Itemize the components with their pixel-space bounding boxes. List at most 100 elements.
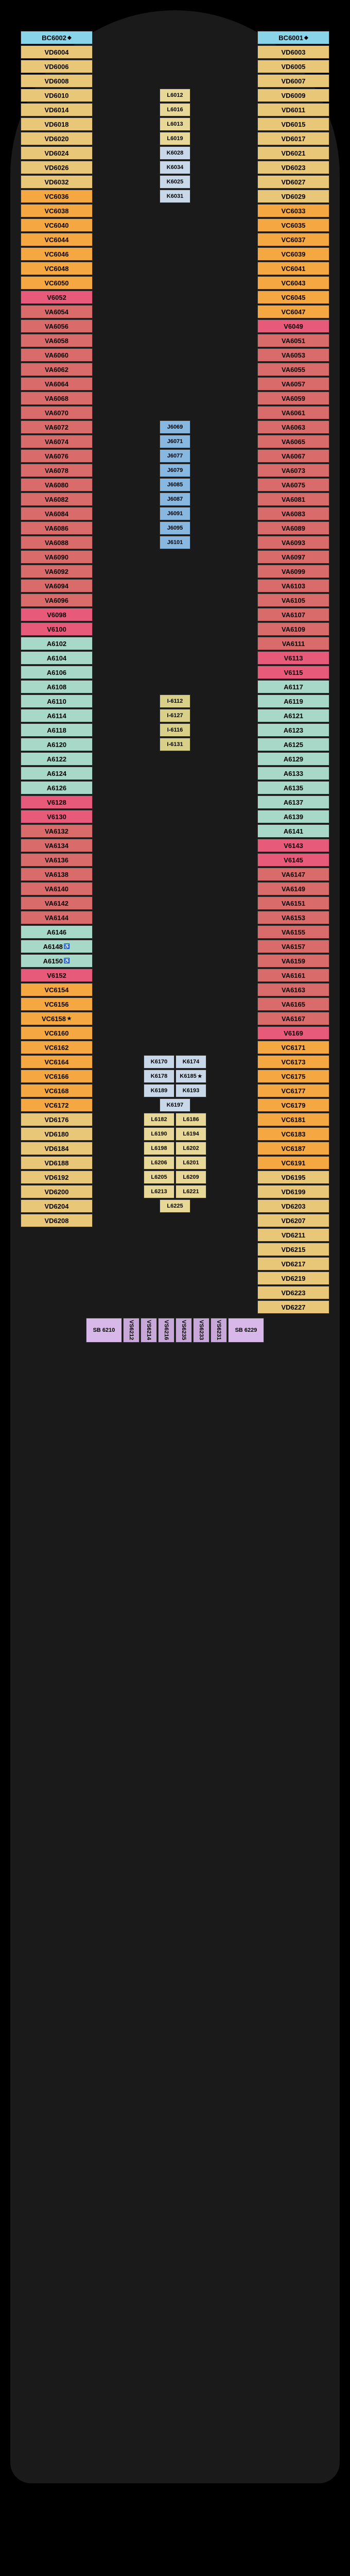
cabin-VC6171[interactable]: VC6171 (257, 1041, 329, 1054)
cabin-L6190[interactable]: L6190 (144, 1127, 174, 1141)
cabin-L6194[interactable]: L6194 (176, 1127, 206, 1141)
cabin-VC6048[interactable]: VC6048 (21, 262, 93, 275)
cabin-A6137[interactable]: A6137 (257, 795, 329, 809)
cabin-VA6161[interactable]: VA6161 (257, 969, 329, 982)
cabin-VS6214[interactable]: VS6214 (141, 1318, 157, 1343)
cabin-L6182[interactable]: L6182 (144, 1113, 174, 1126)
cabin-VD6227[interactable]: VD6227 (257, 1300, 329, 1314)
cabin-VA6057[interactable]: VA6057 (257, 377, 329, 391)
cabin-VD6003[interactable]: VD6003 (257, 45, 329, 59)
cabin-VD6007[interactable]: VD6007 (257, 74, 329, 88)
cabin-VA6061[interactable]: VA6061 (257, 406, 329, 419)
cabin-VC6160[interactable]: VC6160 (21, 1026, 93, 1040)
cabin-L6205[interactable]: L6205 (144, 1171, 174, 1184)
cabin-VD6015[interactable]: VD6015 (257, 117, 329, 131)
cabin-K6028[interactable]: K6028 (160, 146, 190, 160)
cabin-A6124[interactable]: A6124 (21, 767, 93, 780)
cabin-VA6093[interactable]: VA6093 (257, 536, 329, 549)
cabin-K6025[interactable]: K6025 (160, 175, 190, 189)
cabin-J6085[interactable]: J6085 (160, 478, 190, 492)
cabin-VA6068[interactable]: VA6068 (21, 392, 93, 405)
cabin-VC6045[interactable]: VC6045 (257, 291, 329, 304)
cabin-L6209[interactable]: L6209 (176, 1171, 206, 1184)
cabin-K6174[interactable]: K6174 (176, 1055, 206, 1069)
cabin-K6031[interactable]: K6031 (160, 190, 190, 203)
cabin-A6148[interactable]: A6148♿ (21, 940, 93, 953)
cabin-J6071[interactable]: J6071 (160, 435, 190, 448)
cabin-A6129[interactable]: A6129 (257, 752, 329, 766)
cabin-A6122[interactable]: A6122 (21, 752, 93, 766)
cabin-VC6168[interactable]: VC6168 (21, 1084, 93, 1097)
cabin-VC6039[interactable]: VC6039 (257, 247, 329, 261)
cabin-A6102[interactable]: A6102 (21, 637, 93, 650)
cabin-VS6216[interactable]: VS6216 (158, 1318, 174, 1343)
cabin-A6139[interactable]: A6139 (257, 810, 329, 823)
cabin-V6052[interactable]: V6052 (21, 291, 93, 304)
cabin-L6016[interactable]: L6016 (160, 103, 190, 116)
cabin-I-6112[interactable]: I-6112 (160, 694, 190, 708)
cabin-A6120[interactable]: A6120 (21, 738, 93, 751)
cabin-VA6053[interactable]: VA6053 (257, 348, 329, 362)
cabin-VA6105[interactable]: VA6105 (257, 594, 329, 607)
cabin-VD6207[interactable]: VD6207 (257, 1214, 329, 1227)
cabin-L6198[interactable]: L6198 (144, 1142, 174, 1155)
cabin-VA6090[interactable]: VA6090 (21, 550, 93, 564)
cabin-VA6157[interactable]: VA6157 (257, 940, 329, 953)
cabin-VA6084[interactable]: VA6084 (21, 507, 93, 520)
cabin-A6117[interactable]: A6117 (257, 680, 329, 693)
cabin-VA6078[interactable]: VA6078 (21, 464, 93, 477)
cabin-VC6164[interactable]: VC6164 (21, 1055, 93, 1069)
cabin-VA6151[interactable]: VA6151 (257, 896, 329, 910)
cabin-VA6089[interactable]: VA6089 (257, 521, 329, 535)
cabin-V6145[interactable]: V6145 (257, 853, 329, 867)
cabin-A6126[interactable]: A6126 (21, 781, 93, 794)
cabin-VS6233[interactable]: VS6233 (193, 1318, 209, 1343)
cabin-VC6041[interactable]: VC6041 (257, 262, 329, 275)
cabin-VA6073[interactable]: VA6073 (257, 464, 329, 477)
cabin-L6012[interactable]: L6012 (160, 89, 190, 102)
cabin-VD6203[interactable]: VD6203 (257, 1199, 329, 1213)
cabin-VC6047[interactable]: VC6047 (257, 305, 329, 318)
cabin-VA6103[interactable]: VA6103 (257, 579, 329, 592)
cabin-VD6208[interactable]: VD6208 (21, 1214, 93, 1227)
cabin-VD6004[interactable]: VD6004 (21, 45, 93, 59)
cabin-VC6038[interactable]: VC6038 (21, 204, 93, 217)
cabin-VC6044[interactable]: VC6044 (21, 233, 93, 246)
cabin-V6049[interactable]: V6049 (257, 319, 329, 333)
cabin-VA6058[interactable]: VA6058 (21, 334, 93, 347)
cabin-K6034[interactable]: K6034 (160, 161, 190, 174)
cabin-J6079[interactable]: J6079 (160, 464, 190, 477)
cabin-VA6094[interactable]: VA6094 (21, 579, 93, 592)
cabin-J6091[interactable]: J6091 (160, 507, 190, 520)
cabin-VA6062[interactable]: VA6062 (21, 363, 93, 376)
cabin-VD6018[interactable]: VD6018 (21, 117, 93, 131)
cabin-A6121[interactable]: A6121 (257, 709, 329, 722)
cabin-VD6029[interactable]: VD6029 (257, 190, 329, 203)
cabin-I-6131[interactable]: I-6131 (160, 738, 190, 751)
cabin-VD6219[interactable]: VD6219 (257, 1272, 329, 1285)
cabin-J6101[interactable]: J6101 (160, 536, 190, 549)
cabin-VA6147[interactable]: VA6147 (257, 868, 329, 881)
cabin-VD6026[interactable]: VD6026 (21, 161, 93, 174)
cabin-SB 6210[interactable]: SB 6210 (86, 1318, 122, 1343)
cabin-VD6200[interactable]: VD6200 (21, 1185, 93, 1198)
cabin-SB 6229[interactable]: SB 6229 (228, 1318, 264, 1343)
cabin-V6113[interactable]: V6113 (257, 651, 329, 665)
cabin-VA6083[interactable]: VA6083 (257, 507, 329, 520)
cabin-VC6177[interactable]: VC6177 (257, 1084, 329, 1097)
cabin-V6130[interactable]: V6130 (21, 810, 93, 823)
cabin-VC6043[interactable]: VC6043 (257, 276, 329, 290)
cabin-VC6046[interactable]: VC6046 (21, 247, 93, 261)
cabin-VD6005[interactable]: VD6005 (257, 60, 329, 73)
cabin-VD6024[interactable]: VD6024 (21, 146, 93, 160)
cabin-VA6070[interactable]: VA6070 (21, 406, 93, 419)
cabin-V6143[interactable]: V6143 (257, 839, 329, 852)
cabin-A6104[interactable]: A6104 (21, 651, 93, 665)
cabin-VC6179[interactable]: VC6179 (257, 1098, 329, 1112)
cabin-VD6021[interactable]: VD6021 (257, 146, 329, 160)
cabin-VD6014[interactable]: VD6014 (21, 103, 93, 116)
cabin-VA6167[interactable]: VA6167 (257, 1012, 329, 1025)
cabin-VA6072[interactable]: VA6072 (21, 420, 93, 434)
cabin-V6098[interactable]: V6098 (21, 608, 93, 621)
cabin-A6114[interactable]: A6114 (21, 709, 93, 722)
